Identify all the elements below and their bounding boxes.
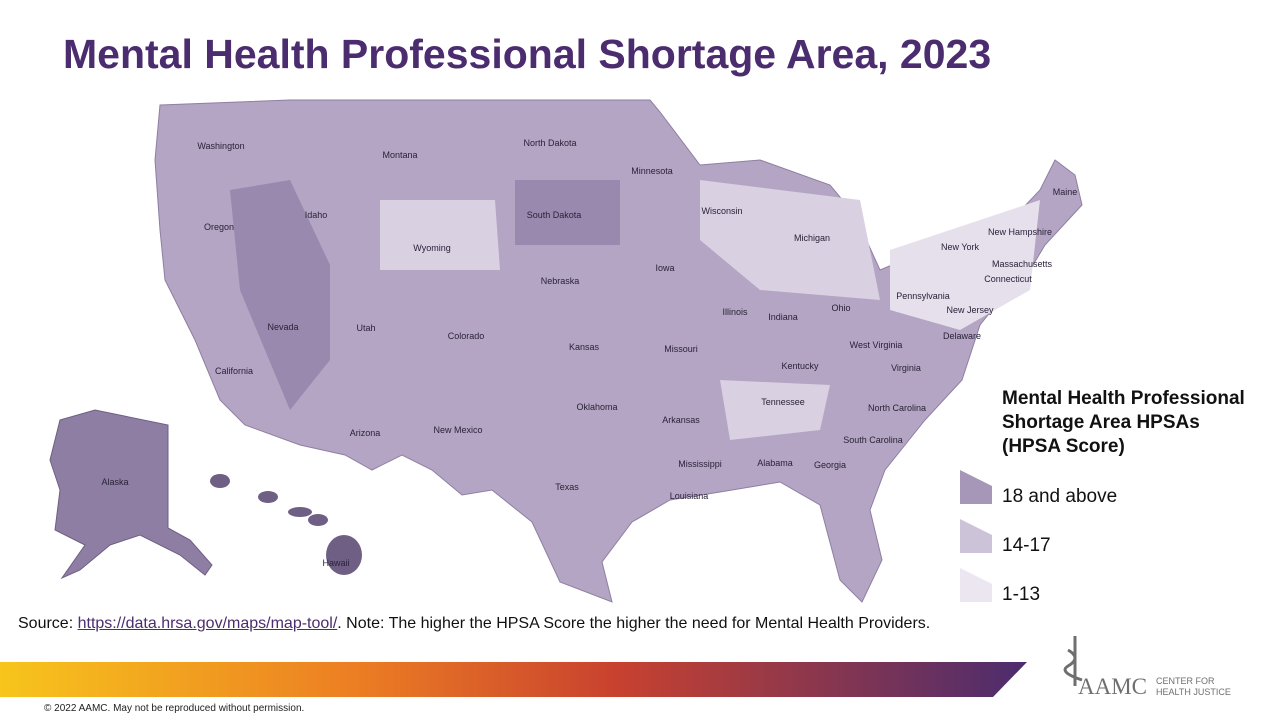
state-label: Indiana [768, 312, 798, 322]
logo: AAMC CENTER FOR HEALTH JUSTICE [1063, 636, 1231, 699]
alaska [49, 409, 213, 580]
state-label: Michigan [794, 233, 830, 243]
state-label: Arizona [350, 428, 381, 438]
state-label: Maine [1053, 187, 1078, 197]
state-label: California [215, 366, 253, 376]
state-label: Pennsylvania [896, 291, 950, 301]
state-label: West Virginia [850, 340, 903, 350]
state-label: Colorado [448, 331, 485, 341]
state-label: New Mexico [433, 425, 482, 435]
state-label: Oklahoma [576, 402, 617, 412]
state-label: Utah [356, 323, 375, 333]
source-note-text: . Note: The higher the HPSA Score the hi… [337, 615, 931, 632]
state-label: Missouri [664, 344, 698, 354]
state-label: Tennessee [761, 397, 805, 407]
state-label: Connecticut [984, 274, 1032, 284]
state-label: Kansas [569, 342, 600, 352]
map-region-light [700, 180, 880, 300]
state-label: Montana [382, 150, 417, 160]
map-region-dark [515, 180, 620, 245]
hawaii [210, 474, 362, 575]
state-label: North Carolina [868, 403, 926, 413]
copyright: © 2022 AAMC. May not be reproduced witho… [44, 703, 304, 714]
state-label: Idaho [305, 210, 328, 220]
state-label: Kentucky [781, 361, 819, 371]
state-label: Wyoming [413, 243, 450, 253]
legend-label: 14-17 [1002, 535, 1051, 556]
legend-label: 1-13 [1002, 584, 1040, 605]
state-label: Illinois [722, 307, 748, 317]
state-label: New Hampshire [988, 227, 1052, 237]
map-region-light [890, 200, 1040, 330]
source-prefix: Source: [18, 615, 74, 632]
state-label: Oregon [204, 222, 234, 232]
state-label: Texas [555, 482, 579, 492]
state-label: Hawaii [322, 558, 349, 568]
state-label: Iowa [655, 263, 674, 273]
logo-line: HEALTH JUSTICE [1156, 687, 1231, 697]
map-region-light [380, 200, 500, 270]
state-label: South Dakota [527, 210, 582, 220]
state-label: Louisiana [670, 491, 709, 501]
legend-title: Shortage Area HPSAs [1002, 412, 1200, 433]
source-note: Source: https://data.hrsa.gov/maps/map-t… [18, 614, 938, 634]
legend-title: Mental Health Professional [1002, 388, 1245, 409]
legend-swatch [960, 470, 992, 504]
state-label: Washington [197, 141, 244, 151]
source-link[interactable]: https://data.hrsa.gov/maps/map-tool/ [77, 615, 338, 632]
gradient-bar [0, 662, 1027, 697]
legend-swatch [960, 568, 992, 602]
map-region-light [720, 380, 830, 440]
state-label: Nevada [267, 322, 298, 332]
state-label: Ohio [831, 303, 850, 313]
map-region-dark [230, 180, 330, 410]
state-label: North Dakota [523, 138, 576, 148]
state-label: Virginia [891, 363, 921, 373]
title: Mental Health Professional Shortage Area… [63, 31, 991, 77]
logo-line: CENTER FOR [1156, 676, 1215, 686]
logo-name: AAMC [1078, 674, 1147, 699]
state-label: Arkansas [662, 415, 700, 425]
state-label: Alabama [757, 458, 793, 468]
state-label: Delaware [943, 331, 981, 341]
legend-title: (HPSA Score) [1002, 436, 1125, 457]
state-label: Minnesota [631, 166, 673, 176]
state-label: New York [941, 242, 980, 252]
state-label: Georgia [814, 460, 846, 470]
state-label: Nebraska [541, 276, 580, 286]
state-label: South Carolina [843, 435, 903, 445]
legend-swatch [960, 519, 992, 553]
state-label: Mississippi [678, 459, 722, 469]
state-label: New Jersey [946, 305, 994, 315]
state-label: Massachusetts [992, 259, 1053, 269]
state-label: Wisconsin [701, 206, 742, 216]
state-label: Alaska [101, 477, 128, 487]
legend-label: 18 and above [1002, 486, 1117, 507]
